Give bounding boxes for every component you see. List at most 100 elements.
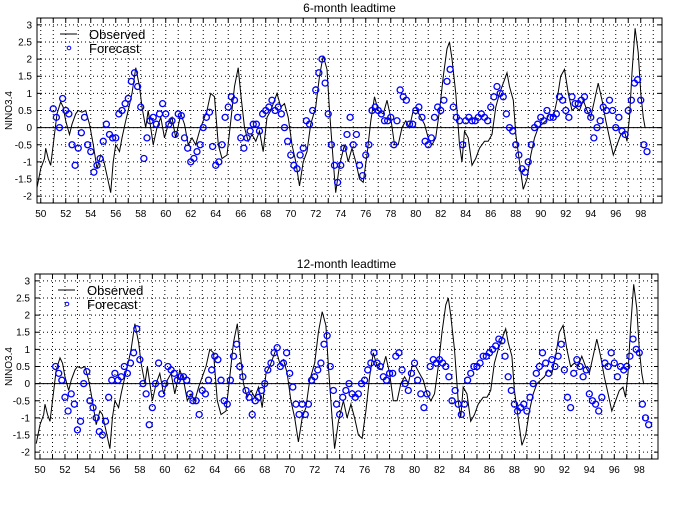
forecast-point	[410, 359, 419, 367]
forecast-point	[387, 113, 395, 122]
forecast-point	[490, 93, 498, 101]
forecast-point	[270, 349, 278, 357]
x-tick-label: 90	[534, 465, 546, 476]
forecast-point	[183, 144, 192, 152]
forecast-point	[148, 403, 157, 412]
forecast-point	[360, 376, 369, 384]
forecast-point	[640, 141, 648, 149]
x-tick-label: 56	[110, 209, 122, 220]
forecast-point	[523, 407, 531, 415]
forecast-point	[415, 103, 423, 111]
forecast-point	[470, 362, 478, 371]
x-tick-label: 58	[135, 209, 147, 220]
forecast-point	[621, 130, 629, 139]
forecast-point	[463, 376, 472, 384]
forecast-point	[314, 366, 322, 374]
forecast-point	[74, 144, 82, 152]
forecast-point	[279, 359, 288, 367]
forecast-point	[510, 400, 519, 408]
forecast-point	[286, 369, 294, 378]
forecast-point	[487, 103, 495, 111]
forecast-point	[343, 130, 351, 139]
x-tick-label: 64	[210, 209, 222, 220]
forecast-point	[224, 103, 232, 111]
forecast-point	[152, 120, 161, 128]
forecast-point	[51, 362, 60, 371]
forecast-point	[420, 403, 428, 412]
forecast-point	[196, 141, 204, 149]
forecast-point	[641, 414, 650, 422]
forecast-point	[502, 110, 511, 118]
x-tick-label: 98	[634, 465, 646, 476]
forecast-point	[427, 134, 436, 142]
forecast-point	[545, 369, 553, 378]
forecast-point	[629, 335, 637, 343]
y-tick-label: 3	[24, 276, 30, 287]
forecast-point	[342, 386, 350, 395]
forecast-point	[145, 421, 153, 429]
forecast-point	[158, 99, 167, 108]
forecast-point	[202, 113, 211, 122]
forecast-point	[626, 352, 634, 360]
forecast-point	[340, 144, 348, 152]
forecast-point	[252, 120, 261, 128]
forecast-point	[124, 94, 132, 103]
forecast-point	[277, 110, 286, 118]
x-tick-label: 60	[160, 209, 172, 220]
forecast-point	[483, 117, 492, 125]
x-tick-label: 62	[185, 209, 197, 220]
x-tick-label: 76	[360, 209, 372, 220]
y-tick-label: -2	[23, 192, 32, 203]
x-tick-label: 78	[384, 465, 396, 476]
y-tick-label: 1.5	[18, 72, 32, 83]
forecast-point	[476, 359, 484, 367]
forecast-point	[548, 355, 556, 364]
forecast-point	[492, 342, 500, 350]
forecast-point	[576, 362, 584, 371]
forecast-point	[591, 400, 600, 408]
forecast-point	[533, 120, 542, 128]
y-tick-label: 0.5	[18, 106, 32, 117]
forecast-point	[332, 400, 341, 408]
forecast-point	[493, 82, 501, 91]
forecast-point	[364, 366, 372, 374]
forecast-point	[404, 386, 412, 395]
forecast-point	[71, 161, 79, 169]
y-axis-label: NINO3.4	[4, 347, 15, 386]
forecast-point	[607, 349, 615, 357]
forecast-point	[499, 93, 507, 101]
forecast-point	[635, 349, 643, 357]
forecast-point	[301, 410, 309, 419]
x-tick-label: 68	[260, 209, 272, 220]
forecast-point	[158, 390, 166, 398]
x-tick-label: 82	[435, 209, 447, 220]
forecast-point	[402, 96, 411, 104]
x-tick-label: 94	[585, 209, 597, 220]
forecast-point	[595, 407, 603, 415]
forecast-point	[282, 349, 291, 357]
forecast-point	[624, 106, 632, 115]
x-tick-label: 56	[109, 465, 121, 476]
y-tick-label: 1.5	[16, 328, 30, 339]
forecast-point	[593, 123, 601, 132]
forecast-point	[233, 113, 242, 122]
forecast-point	[323, 332, 331, 340]
forecast-point	[345, 379, 353, 388]
forecast-point	[608, 106, 617, 115]
forecast-point	[129, 349, 138, 357]
forecast-point	[257, 386, 266, 395]
forecast-point	[245, 393, 253, 401]
x-tick-label: 52	[60, 209, 72, 220]
x-tick-label: 72	[310, 209, 322, 220]
forecast-point	[267, 359, 275, 367]
forecast-point	[171, 130, 179, 139]
forecast-point	[585, 390, 593, 398]
forecast-point	[540, 117, 548, 125]
forecast-point	[526, 393, 534, 401]
forecast-point	[139, 379, 147, 388]
forecast-point	[280, 123, 289, 132]
forecast-point	[414, 376, 422, 384]
forecast-point	[55, 123, 64, 132]
y-tick-label: -2	[21, 448, 30, 459]
